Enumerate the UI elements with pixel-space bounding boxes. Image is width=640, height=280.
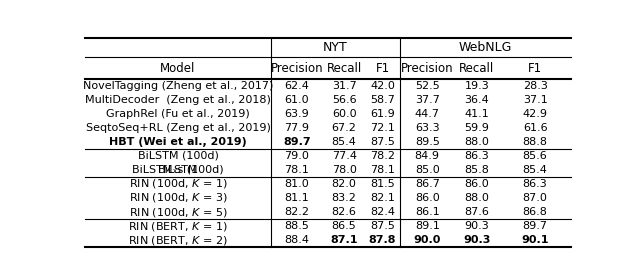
Text: 88.4: 88.4 [285, 235, 310, 245]
Text: Model: Model [160, 62, 196, 74]
Text: 60.0: 60.0 [332, 109, 356, 119]
Text: 86.3: 86.3 [465, 151, 489, 161]
Text: 85.4: 85.4 [523, 165, 547, 175]
Text: RIN (100d, $K$ = 3): RIN (100d, $K$ = 3) [129, 192, 227, 204]
Text: 61.0: 61.0 [285, 95, 309, 105]
Text: 86.7: 86.7 [415, 179, 440, 189]
Text: 90.3: 90.3 [465, 221, 489, 231]
Text: BiLSTMₓs (100d): BiLSTMₓs (100d) [132, 165, 224, 175]
Text: 61.6: 61.6 [523, 123, 547, 133]
Text: SeqtoSeq+RL (Zeng et al., 2019): SeqtoSeq+RL (Zeng et al., 2019) [86, 123, 270, 133]
Text: 67.2: 67.2 [332, 123, 356, 133]
Text: Precision: Precision [401, 62, 454, 74]
Text: 63.9: 63.9 [285, 109, 309, 119]
Text: RIN (100d, $K$ = 1): RIN (100d, $K$ = 1) [129, 178, 227, 190]
Text: 72.1: 72.1 [370, 123, 395, 133]
Text: 37.7: 37.7 [415, 95, 440, 105]
Text: 88.0: 88.0 [465, 193, 489, 203]
Text: RIN (100d, $K$ = 5): RIN (100d, $K$ = 5) [129, 206, 227, 218]
Text: 87.8: 87.8 [369, 235, 396, 245]
Text: 86.0: 86.0 [415, 193, 440, 203]
Text: 90.3: 90.3 [463, 235, 490, 245]
Text: 37.1: 37.1 [523, 95, 547, 105]
Text: 89.7: 89.7 [283, 137, 311, 147]
Text: 86.8: 86.8 [523, 207, 547, 217]
Text: 81.1: 81.1 [285, 193, 309, 203]
Text: 42.9: 42.9 [523, 109, 548, 119]
Text: 82.4: 82.4 [370, 207, 395, 217]
Text: 78.1: 78.1 [370, 165, 395, 175]
Text: 87.5: 87.5 [370, 137, 395, 147]
Text: 41.1: 41.1 [465, 109, 489, 119]
Text: 81.5: 81.5 [370, 179, 395, 189]
Text: 77.4: 77.4 [332, 151, 356, 161]
Text: Recall: Recall [326, 62, 362, 74]
Text: 59.9: 59.9 [465, 123, 489, 133]
Text: 85.0: 85.0 [415, 165, 440, 175]
Text: 86.5: 86.5 [332, 221, 356, 231]
Text: BiLSTM (100d): BiLSTM (100d) [138, 151, 218, 161]
Text: GraphRel (Fu et al., 2019): GraphRel (Fu et al., 2019) [106, 109, 250, 119]
Text: 31.7: 31.7 [332, 81, 356, 91]
Text: F1: F1 [528, 62, 542, 74]
Text: 82.6: 82.6 [332, 207, 356, 217]
Text: 61.9: 61.9 [370, 109, 395, 119]
Text: RIN (BERT, $K$ = 1): RIN (BERT, $K$ = 1) [128, 220, 228, 232]
Text: 82.2: 82.2 [285, 207, 310, 217]
Text: WebNLG: WebNLG [459, 41, 512, 54]
Text: 77.9: 77.9 [285, 123, 310, 133]
Text: BiLSTM: BiLSTM [157, 165, 198, 175]
Text: 78.0: 78.0 [332, 165, 356, 175]
Text: 56.6: 56.6 [332, 95, 356, 105]
Text: 87.5: 87.5 [370, 221, 395, 231]
Text: RIN (BERT, $K$ = 2): RIN (BERT, $K$ = 2) [128, 234, 228, 246]
Text: 89.1: 89.1 [415, 221, 440, 231]
Text: 58.7: 58.7 [370, 95, 395, 105]
Text: 85.8: 85.8 [465, 165, 489, 175]
Text: 28.3: 28.3 [523, 81, 547, 91]
Text: 89.7: 89.7 [523, 221, 548, 231]
Text: 44.7: 44.7 [415, 109, 440, 119]
Text: 79.0: 79.0 [285, 151, 309, 161]
Text: 52.5: 52.5 [415, 81, 440, 91]
Text: NovelTagging (Zheng et al., 2017): NovelTagging (Zheng et al., 2017) [83, 81, 273, 91]
Text: 85.4: 85.4 [332, 137, 356, 147]
Text: 87.1: 87.1 [330, 235, 358, 245]
Text: 85.6: 85.6 [523, 151, 547, 161]
Text: 36.4: 36.4 [465, 95, 489, 105]
Text: 78.2: 78.2 [370, 151, 395, 161]
Text: F1: F1 [376, 62, 390, 74]
Text: 62.4: 62.4 [285, 81, 309, 91]
Text: 82.1: 82.1 [370, 193, 395, 203]
Text: MultiDecoder  (Zeng et al., 2018): MultiDecoder (Zeng et al., 2018) [85, 95, 271, 105]
Text: Precision: Precision [271, 62, 323, 74]
Text: 88.8: 88.8 [523, 137, 548, 147]
Text: 83.2: 83.2 [332, 193, 356, 203]
Text: 90.0: 90.0 [413, 235, 441, 245]
Text: 86.3: 86.3 [523, 179, 547, 189]
Text: 81.0: 81.0 [285, 179, 309, 189]
Text: Recall: Recall [459, 62, 495, 74]
Text: 19.3: 19.3 [465, 81, 489, 91]
Text: 78.1: 78.1 [285, 165, 309, 175]
Text: 90.1: 90.1 [522, 235, 549, 245]
Text: 84.9: 84.9 [415, 151, 440, 161]
Text: 82.0: 82.0 [332, 179, 356, 189]
Text: 87.6: 87.6 [465, 207, 489, 217]
Text: 89.5: 89.5 [415, 137, 440, 147]
Text: NYT: NYT [323, 41, 348, 54]
Text: 87.0: 87.0 [523, 193, 547, 203]
Text: HBT (Wei et al., 2019): HBT (Wei et al., 2019) [109, 137, 247, 147]
Text: 86.0: 86.0 [465, 179, 489, 189]
Text: 88.5: 88.5 [285, 221, 309, 231]
Text: 88.0: 88.0 [465, 137, 489, 147]
Text: 86.1: 86.1 [415, 207, 440, 217]
Text: 42.0: 42.0 [370, 81, 395, 91]
Text: 63.3: 63.3 [415, 123, 440, 133]
